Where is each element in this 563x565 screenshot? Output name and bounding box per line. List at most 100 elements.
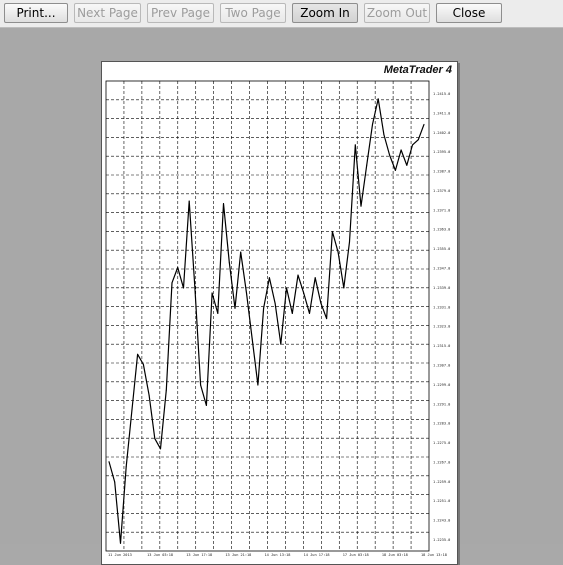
price-point: [154, 438, 156, 440]
price-point: [200, 384, 202, 386]
price-tick-label: 1.2243.0: [433, 519, 450, 523]
price-point: [240, 251, 242, 253]
price-point: [406, 164, 408, 166]
price-point: [137, 353, 139, 355]
price-tick-label: 1.2331.0: [433, 305, 450, 309]
price-point: [417, 139, 419, 141]
price-tick-label: 1.2387.0: [433, 170, 450, 174]
price-tick-label: 1.2291.0: [433, 402, 450, 406]
price-point: [274, 302, 276, 304]
price-point: [217, 312, 219, 314]
price-tick-label: 1.2402.0: [433, 131, 450, 135]
zoom-in-button[interactable]: Zoom In: [292, 3, 358, 23]
time-tick-label: 18 Jun 03:18: [382, 553, 408, 557]
price-point: [263, 307, 265, 309]
close-button[interactable]: Close: [436, 3, 502, 23]
preview-viewport[interactable]: MetaTrader 4 1.2415.0 1.2411.0 1.2402.0 1.2…: [0, 28, 563, 565]
price-point: [228, 261, 230, 263]
price-chart: 1.2415.0 1.2411.0 1.2402.0 1.2395.0 1.2387.0…: [105, 80, 450, 557]
print-button[interactable]: Print...: [4, 3, 68, 23]
price-tick-label: 1.2315.0: [433, 344, 450, 348]
price-point: [246, 292, 247, 294]
price-tick-label: 1.2283.0: [433, 422, 450, 426]
prev-page-button[interactable]: Prev Page: [147, 3, 214, 23]
price-tick-label: 1.2379.0: [433, 189, 450, 193]
price-point: [314, 277, 316, 279]
price-tick-label: 1.2251.0: [433, 499, 450, 503]
price-point: [394, 169, 396, 171]
price-point: [223, 203, 224, 205]
price-tick-label: 1.2339.0: [433, 286, 450, 290]
price-tick-label: 1.2323.0: [433, 325, 450, 329]
time-tick-label: 11 Jun 2013: [108, 553, 132, 557]
price-point: [268, 277, 270, 279]
time-tick-label: 13 Jun 03:18: [147, 553, 173, 557]
price-point: [131, 410, 133, 411]
time-tick-label: 14 Jun 13:18: [265, 553, 291, 557]
price-tick-label: 1.2299.0: [433, 383, 450, 387]
price-point: [211, 292, 213, 294]
price-point: [423, 123, 425, 125]
price-point: [251, 338, 253, 340]
price-tick-label: 1.2347.0: [433, 267, 450, 271]
price-point: [291, 312, 293, 314]
print-preview-page: MetaTrader 4 1.2415.0 1.2411.0 1.2402.0 1.2…: [101, 61, 458, 565]
price-point: [331, 231, 333, 233]
price-point: [142, 364, 144, 365]
price-point: [125, 466, 127, 468]
price-point: [349, 241, 350, 243]
time-tick-label: 13 Jun 21:18: [225, 553, 251, 557]
price-tick-label: 1.2307.0: [433, 363, 450, 367]
price-tick-label: 1.2395.0: [433, 150, 450, 154]
metatrader-brand: MetaTrader 4: [383, 64, 452, 76]
price-point: [297, 274, 299, 276]
time-tick-label: 18 Jun 13:18: [421, 553, 447, 557]
price-point: [257, 384, 259, 386]
price-point: [171, 282, 173, 284]
price-tick-label: 1.2235.0: [433, 538, 450, 542]
price-point: [177, 267, 179, 268]
price-point: [400, 149, 402, 151]
price-point: [183, 287, 184, 289]
price-point: [280, 343, 282, 345]
time-tick-label: 13 Jun 17:18: [186, 553, 212, 557]
price-point: [286, 287, 287, 289]
price-point: [114, 481, 116, 483]
price-series-line: [108, 98, 425, 544]
price-point: [383, 134, 385, 136]
price-point: [165, 389, 167, 391]
price-point: [303, 292, 305, 294]
price-tick-label: 1.2411.0: [433, 111, 450, 115]
price-tick-label: 1.2267.0: [433, 460, 450, 464]
price-tick-label: 1.2415.0: [433, 92, 450, 96]
price-tick-label: 1.2371.0: [433, 208, 450, 212]
price-point: [188, 200, 190, 202]
price-point: [372, 123, 373, 125]
price-point: [320, 302, 322, 304]
price-point: [366, 164, 368, 166]
price-point: [234, 307, 236, 309]
price-point: [160, 448, 161, 450]
two-page-button[interactable]: Two Page: [220, 3, 286, 23]
price-point: [309, 312, 310, 314]
price-point: [412, 144, 413, 146]
price-tick-label: 1.2355.0: [433, 247, 450, 251]
print-preview-toolbar: Print... Next Page Prev Page Two Page Zo…: [0, 0, 563, 28]
next-page-button[interactable]: Next Page: [74, 3, 141, 23]
price-tick-label: 1.2363.0: [433, 228, 450, 232]
price-tick-label: 1.2275.0: [433, 441, 450, 445]
price-point: [108, 461, 110, 463]
price-point: [377, 98, 379, 100]
zoom-out-button[interactable]: Zoom Out: [364, 3, 430, 23]
price-tick-label: 1.2259.0: [433, 480, 450, 484]
time-tick-label: 17 Jun 03:18: [343, 553, 369, 557]
price-point: [148, 394, 150, 396]
price-point: [354, 144, 356, 146]
price-point: [205, 404, 207, 406]
price-point: [194, 287, 196, 289]
time-tick-label: 14 Jun 17:18: [304, 553, 330, 557]
price-point: [326, 318, 328, 320]
price-point: [360, 205, 362, 207]
price-point: [337, 251, 339, 253]
price-point: [343, 287, 345, 289]
